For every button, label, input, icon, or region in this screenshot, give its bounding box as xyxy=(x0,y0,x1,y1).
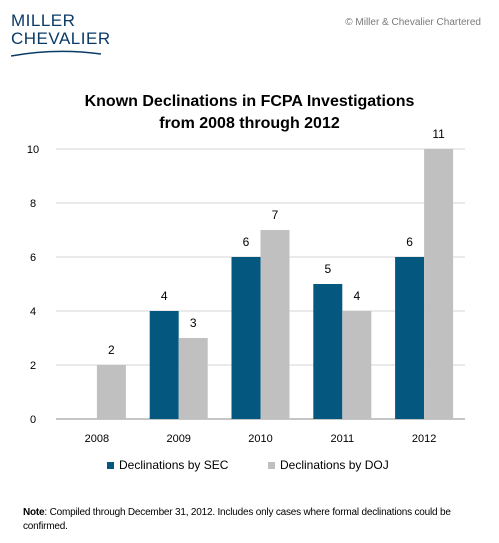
data-label: 4 xyxy=(353,289,360,303)
chart-title-line1: Known Declinations in FCPA Investigation… xyxy=(84,93,415,110)
data-label: 11 xyxy=(432,127,445,141)
legend-label: Declinations by DOJ xyxy=(280,458,389,472)
data-label: 6 xyxy=(406,235,413,249)
data-label: 5 xyxy=(324,262,331,276)
x-tick-label: 2008 xyxy=(85,433,109,445)
footnote: Note: Compiled through December 31, 2012… xyxy=(23,506,483,534)
chart-title: Known Declinations in FCPA Investigation… xyxy=(0,91,499,135)
chart-title-line2: from 2008 through 2012 xyxy=(159,115,340,132)
bar xyxy=(260,230,290,419)
y-tick-label: 8 xyxy=(30,198,36,210)
data-label: 7 xyxy=(272,208,279,222)
company-logo: MILLER CHEVALIER xyxy=(11,12,111,58)
logo-line2: CHEVALIER xyxy=(11,29,111,48)
bar-chart: 0 2 4 6 8 10 2008 2 2009 4 3 2010 6 7 2011 5 4 2012 6 11 Dec… xyxy=(27,127,465,472)
x-tick-label: 2011 xyxy=(330,433,354,445)
y-tick-label: 4 xyxy=(30,306,36,318)
data-label: 4 xyxy=(161,289,168,303)
data-label: 3 xyxy=(190,316,197,330)
y-tick-label: 6 xyxy=(30,252,36,264)
logo-line1: MILLER xyxy=(11,11,76,30)
legend-swatch xyxy=(268,462,275,469)
legend-label: Declinations by SEC xyxy=(119,458,229,472)
bar xyxy=(395,257,425,419)
logo-swoosh-icon xyxy=(11,50,101,57)
y-tick-label: 0 xyxy=(30,414,36,426)
bar xyxy=(424,149,454,419)
x-tick-label: 2012 xyxy=(412,433,436,445)
copyright-text: © Miller & Chevalier Chartered xyxy=(345,17,481,28)
bar xyxy=(231,257,261,419)
bar xyxy=(313,284,343,419)
bar xyxy=(342,311,372,419)
footnote-text: : Compiled through December 31, 2012. In… xyxy=(23,507,451,532)
bar xyxy=(96,365,126,419)
bar xyxy=(149,311,179,419)
x-tick-label: 2010 xyxy=(248,433,272,445)
footnote-label: Note xyxy=(23,507,45,518)
data-label: 6 xyxy=(243,235,250,249)
legend-swatch xyxy=(107,462,114,469)
bar xyxy=(178,338,208,419)
x-tick-label: 2009 xyxy=(166,433,190,445)
data-label: 2 xyxy=(108,343,115,357)
y-tick-label: 2 xyxy=(30,360,36,372)
y-tick-label: 10 xyxy=(27,144,39,156)
